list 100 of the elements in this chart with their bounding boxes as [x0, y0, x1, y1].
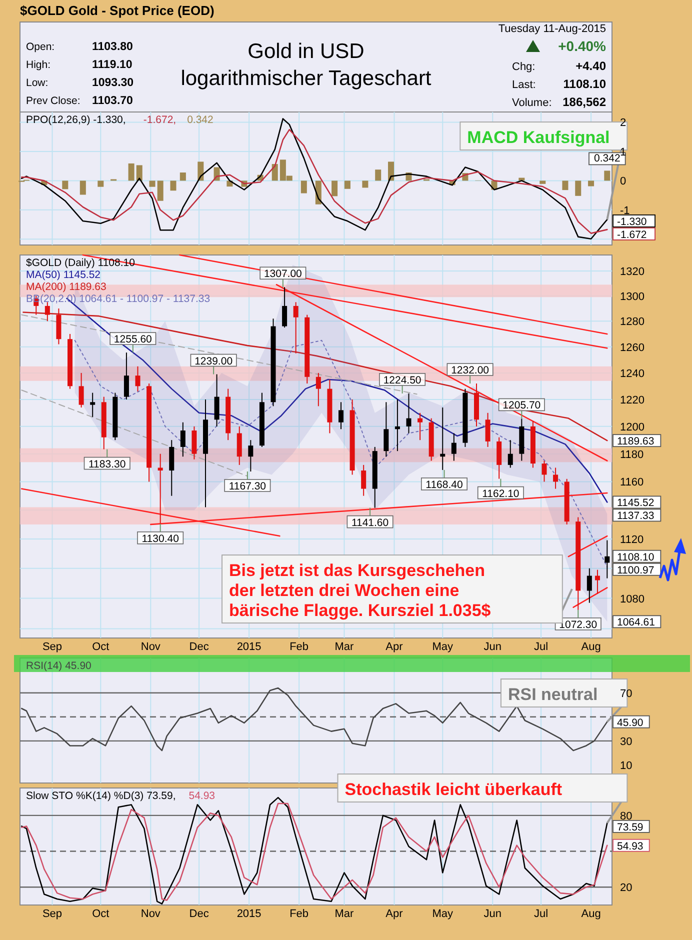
annotation: 1224.50 — [383, 374, 422, 386]
x-tick-label: Nov — [140, 908, 161, 920]
annotation: 1137.33 — [617, 510, 654, 522]
bar — [375, 170, 382, 181]
y-tick-label: 70 — [620, 688, 632, 700]
annotation: 1100.97 — [617, 564, 654, 576]
candlestick — [293, 302, 298, 354]
y-tick-label: 20 — [620, 882, 632, 894]
y-tick-label: 1160 — [620, 476, 644, 489]
bar — [80, 180, 86, 195]
annotation: 1205.70 — [502, 400, 541, 412]
x-tick-label: Feb — [290, 641, 309, 653]
candlestick — [594, 569, 600, 594]
bar — [575, 180, 582, 196]
x-tick-label: Jul — [534, 908, 548, 920]
candlestick — [135, 366, 140, 392]
x-tick-label: Apr — [386, 641, 404, 653]
chart-subtitle: $GOLD Gold - Spot Price (EOD) — [20, 3, 214, 18]
candlestick — [485, 412, 490, 448]
data-label: 0.342 — [594, 152, 620, 165]
candlestick — [316, 372, 321, 407]
x-tick-label: 2015 — [236, 641, 262, 653]
text: 0.342 — [187, 114, 214, 126]
text: Last: — [512, 79, 536, 91]
x-tick-label: Aug — [581, 908, 601, 920]
x-tick-label: Mar — [334, 641, 354, 653]
text: Low: — [26, 77, 48, 89]
candlestick — [236, 426, 242, 466]
text: Open: — [26, 41, 55, 53]
x-tick-label: Jun — [484, 908, 502, 920]
y-tick-label: 1280 — [620, 316, 644, 328]
x-tick-label: Dec — [189, 908, 210, 920]
y-tick-label: 1220 — [620, 394, 644, 406]
data-label: -1.330 — [617, 216, 647, 228]
annotation: 1162.10 — [482, 488, 520, 500]
text: Prev Close: — [26, 95, 80, 107]
data-label: 54.93 — [617, 840, 644, 852]
candlestick — [282, 286, 288, 328]
text: PPO(12,26,9) -1.330, — [26, 114, 126, 126]
y-tick-label: 1080 — [620, 593, 644, 606]
x-tick-label: Dec — [189, 641, 210, 653]
annotation: 73.59 — [617, 821, 644, 834]
annotation: 1307.00 — [264, 268, 302, 280]
candlestick — [384, 402, 389, 458]
x-tick-label: Feb — [290, 908, 309, 920]
candlestick — [124, 352, 129, 400]
bar — [98, 180, 104, 187]
x-tick-label: Mar — [334, 908, 354, 920]
candlestick — [553, 467, 558, 490]
annotation: 1255.60 — [114, 334, 152, 346]
candlestick — [338, 402, 344, 430]
x-tick-label: May — [432, 641, 454, 653]
bar — [180, 172, 186, 181]
bar — [300, 180, 307, 194]
bar — [128, 163, 134, 181]
text: High: — [26, 59, 51, 71]
annotation: MACD Kaufsignal — [467, 128, 610, 147]
text: 1103.70 — [92, 95, 133, 107]
candlestick — [180, 422, 186, 458]
x-tick-label: Aug — [581, 641, 601, 653]
bar — [170, 180, 176, 191]
annotation: Stochastik leicht überkauft — [344, 780, 562, 799]
x-tick-label: Apr — [386, 908, 404, 920]
candlestick — [586, 568, 592, 604]
candlestick — [248, 440, 254, 472]
text: +4.40 — [576, 59, 606, 73]
candlestick — [451, 432, 456, 462]
y-tick-label: 1300 — [620, 290, 644, 303]
annotation: 1145.52 — [617, 497, 654, 510]
candlestick — [406, 392, 412, 434]
bar — [272, 164, 278, 181]
text: RSI(14) 45.90 — [26, 660, 92, 672]
y-tick-label: 1240 — [620, 368, 644, 380]
y-tick-label: 10 — [620, 760, 632, 772]
y-tick-label: 1260 — [620, 342, 644, 354]
text: +0.40% — [558, 38, 607, 54]
annotation: 1130.40 — [142, 532, 180, 545]
text: 1103.80 — [92, 41, 133, 53]
text: -1.672, — [143, 114, 176, 126]
annotation: RSI neutral — [508, 685, 598, 704]
bar — [362, 180, 368, 188]
x-tick-label: Sep — [42, 641, 62, 653]
annotation: Bis jetzt ist das Kursgeschehen der letzten drei Wochen eine bärische Flagge. Kursziel 1.035$ — [229, 561, 492, 620]
bar — [344, 180, 350, 189]
line-series — [20, 687, 608, 752]
data-label: -1.672 — [617, 228, 647, 241]
bar — [62, 180, 68, 190]
y-tick-label: 2 — [620, 117, 626, 130]
annotation: 1232.00 — [451, 364, 490, 377]
annotation: 1168.40 — [426, 478, 463, 491]
text: MA(50) 1145.52 — [26, 269, 101, 281]
line-series — [22, 312, 608, 442]
candlestick — [78, 372, 84, 408]
x-tick-label: Jun — [484, 641, 502, 653]
x-tick-label: Nov — [140, 641, 161, 653]
series-label: 54.93 — [188, 790, 216, 802]
bar — [562, 180, 568, 190]
candlestick — [508, 440, 513, 468]
annotation: 1108.10 — [617, 551, 654, 564]
annotation: 45.90 — [617, 716, 644, 729]
